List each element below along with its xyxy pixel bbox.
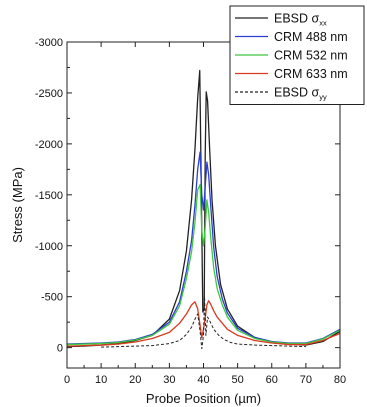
y-axis-title: Stress (MPa) xyxy=(10,167,25,243)
x-tick-label: 30 xyxy=(163,374,175,386)
y-tick-label: -2000 xyxy=(35,139,63,151)
x-tick-label: 70 xyxy=(300,374,312,386)
y-tick-label: -1000 xyxy=(35,241,63,253)
legend-label: EBSD σxx xyxy=(274,12,327,28)
legend: EBSD σxx CRM 488 nm CRM 532 nm CRM 633 nm EB… xyxy=(229,5,365,105)
x-tick-label: 10 xyxy=(95,374,107,386)
x-tick-label: 60 xyxy=(266,374,278,386)
y-tick-label: 0 xyxy=(57,343,63,355)
x-axis-title: Probe Position (µm) xyxy=(146,391,261,406)
x-tick-label: 0 xyxy=(64,374,70,386)
x-tick-label: 40 xyxy=(197,374,209,386)
legend-label: CRM 488 nm xyxy=(274,30,348,44)
y-tick-label: -3000 xyxy=(35,37,63,49)
series-line-1 xyxy=(67,151,340,345)
series-line-2 xyxy=(67,183,340,346)
legend-label: CRM 633 nm xyxy=(274,67,348,81)
legend-label: EBSD σyy xyxy=(274,86,327,102)
x-tick-label: 80 xyxy=(334,374,346,386)
series-line-3 xyxy=(67,300,340,347)
y-tick-label: -500 xyxy=(41,292,63,304)
x-tick-label: 20 xyxy=(129,374,141,386)
x-tick-label: 50 xyxy=(232,374,244,386)
y-tick-label: -1500 xyxy=(35,190,63,202)
ticks-layer: 0 10 20 30 40 50 60 70 80 -3000 -2500 -2000 -1500 -10… xyxy=(35,37,346,386)
series-line-4 xyxy=(101,296,306,350)
series-layer xyxy=(67,69,340,350)
y-tick-label: -2500 xyxy=(35,88,63,100)
legend-label: CRM 532 nm xyxy=(274,49,348,63)
